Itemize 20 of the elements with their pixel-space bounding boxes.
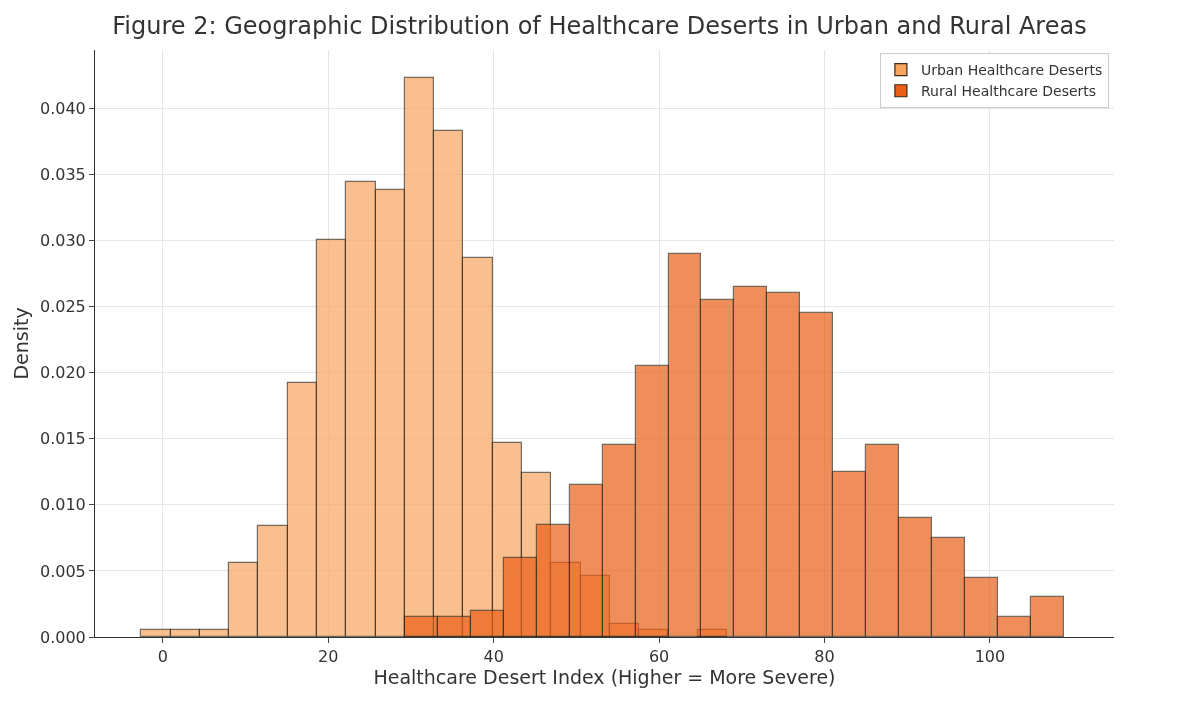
legend-label: Urban Healthcare Deserts (920, 62, 1103, 78)
y-tick-label: 0.025 (39, 297, 86, 317)
x-axis-title: Healthcare Desert Index (Higher = More Severe) (373, 666, 836, 689)
y-tick-label: 0.020 (39, 363, 86, 383)
y-tick-label: 0.035 (39, 164, 86, 184)
x-tick-label: 100 (974, 647, 1006, 667)
x-tick-label: 20 (318, 647, 339, 667)
legend-label: Rural Healthcare Deserts (920, 83, 1097, 100)
chart-title: Figure 2: Geographic Distribution of Healthcare Deserts in Urban and Rural Areas (112, 12, 1087, 41)
x-tick-label: 60 (648, 647, 670, 667)
x-tick-label: 80 (814, 647, 835, 667)
y-tick-label: 0.000 (39, 627, 86, 647)
x-tick-label: 0 (157, 647, 168, 667)
y-tick-label: 0.010 (39, 495, 86, 515)
y-tick-label: 0.015 (39, 429, 86, 449)
x-tick-label: 40 (483, 647, 504, 667)
y-tick-label: 0.040 (39, 98, 86, 118)
y-tick-label: 0.030 (39, 230, 86, 250)
y-axis-title: Density (9, 307, 32, 380)
y-tick-label: 0.005 (39, 561, 86, 581)
